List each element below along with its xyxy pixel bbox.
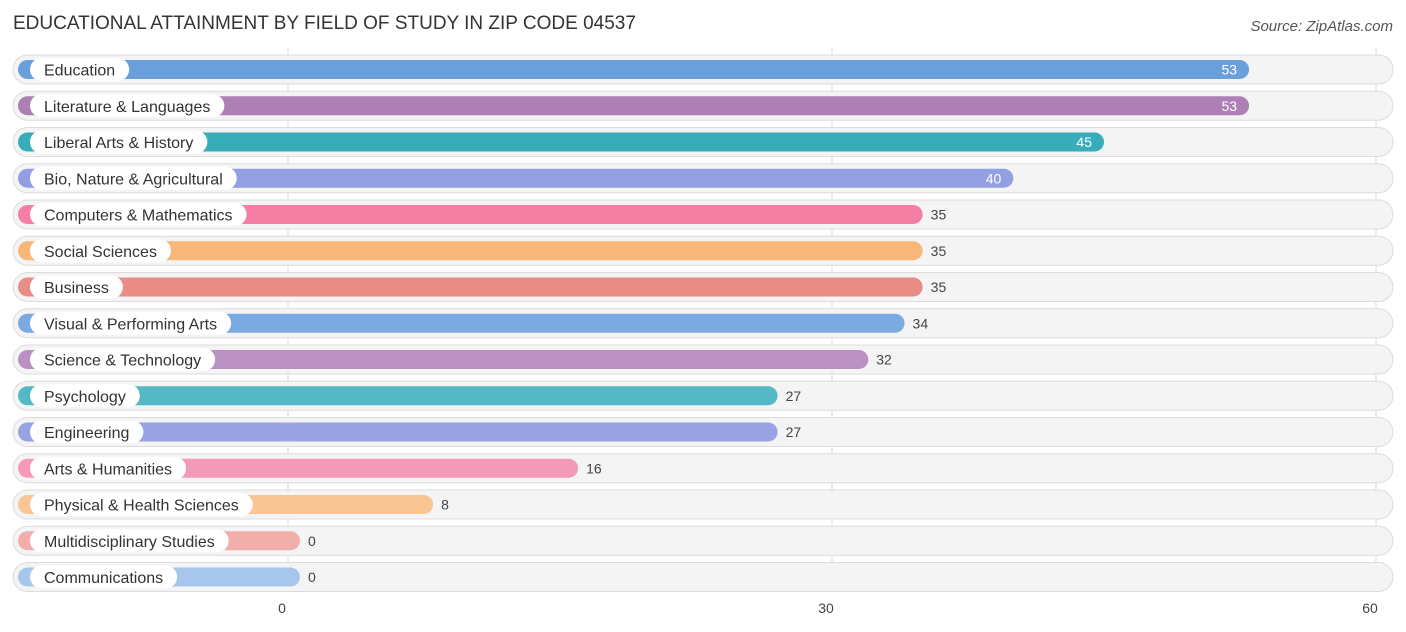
category-label-pill — [30, 420, 144, 444]
bar — [18, 313, 905, 333]
category-label: Engineering — [44, 425, 129, 442]
category-label: Psychology — [44, 389, 126, 406]
category-label: Arts & Humanities — [44, 461, 172, 478]
category-label: Physical & Health Sciences — [44, 498, 239, 515]
category-label-pill — [30, 311, 232, 335]
bar — [18, 60, 1250, 79]
category-label-pill — [30, 275, 123, 299]
bar-rows: Education 53 Literature & Languages 53 Liber… — [12, 54, 1394, 592]
value-label: 34 — [913, 315, 929, 331]
value-label: 45 — [1076, 134, 1092, 150]
value-label: 35 — [931, 243, 947, 259]
value-label: 27 — [786, 424, 802, 440]
bar — [18, 168, 1014, 188]
x-axis-ticks: 0 30 60 — [278, 600, 1378, 616]
value-label: 0 — [308, 569, 316, 585]
category-label-pill — [30, 348, 216, 371]
value-label: 53 — [1221, 98, 1237, 114]
category-label-pill — [30, 493, 253, 516]
category-label-pill — [30, 565, 178, 589]
category-label: Visual & Performing Arts — [44, 316, 217, 333]
bar — [18, 350, 869, 369]
category-label: Social Sciences — [44, 244, 157, 261]
category-label: Bio, Nature & Agricultural — [44, 171, 223, 188]
value-label: 40 — [986, 170, 1002, 186]
category-label-pill — [30, 58, 130, 81]
tick-label: 60 — [1362, 600, 1378, 616]
category-label: Communications — [44, 570, 163, 587]
chart-source: Source: ZipAtlas.com — [1250, 18, 1393, 35]
category-label-pill — [30, 94, 225, 118]
category-label-pill — [30, 130, 208, 154]
value-label: 53 — [1221, 62, 1237, 78]
category-label: Liberal Arts & History — [44, 135, 193, 152]
category-label: Literature & Languages — [44, 99, 210, 116]
category-label: Business — [44, 280, 109, 297]
value-label: 27 — [786, 388, 802, 404]
category-label-pill — [30, 239, 171, 263]
bar — [18, 422, 778, 442]
value-label: 35 — [931, 207, 947, 223]
bar — [18, 241, 923, 261]
chart-title: EDUCATIONAL ATTAINMENT BY FIELD OF STUDY… — [13, 13, 636, 34]
bar — [18, 386, 778, 406]
bar — [18, 277, 923, 297]
category-label-pill — [30, 166, 237, 190]
value-label: 35 — [931, 279, 947, 295]
category-label-pill — [30, 529, 229, 553]
category-label: Education — [44, 63, 115, 80]
category-label: Science & Technology — [44, 353, 201, 370]
tick-label: 0 — [278, 600, 286, 616]
bar — [18, 96, 1250, 116]
category-label-pill — [30, 203, 247, 226]
value-label: 8 — [441, 497, 449, 513]
value-label: 32 — [876, 352, 892, 368]
row-background — [12, 525, 1394, 556]
tick-label: 30 — [818, 600, 834, 616]
category-label-pill — [30, 384, 140, 408]
row-background — [12, 562, 1394, 592]
category-label: Computers & Mathematics — [44, 208, 233, 225]
category-label-pill — [30, 456, 187, 480]
value-label: 0 — [308, 533, 316, 549]
bar — [18, 132, 1104, 152]
value-label: 16 — [586, 460, 602, 476]
category-label: Multidisciplinary Studies — [44, 534, 215, 551]
